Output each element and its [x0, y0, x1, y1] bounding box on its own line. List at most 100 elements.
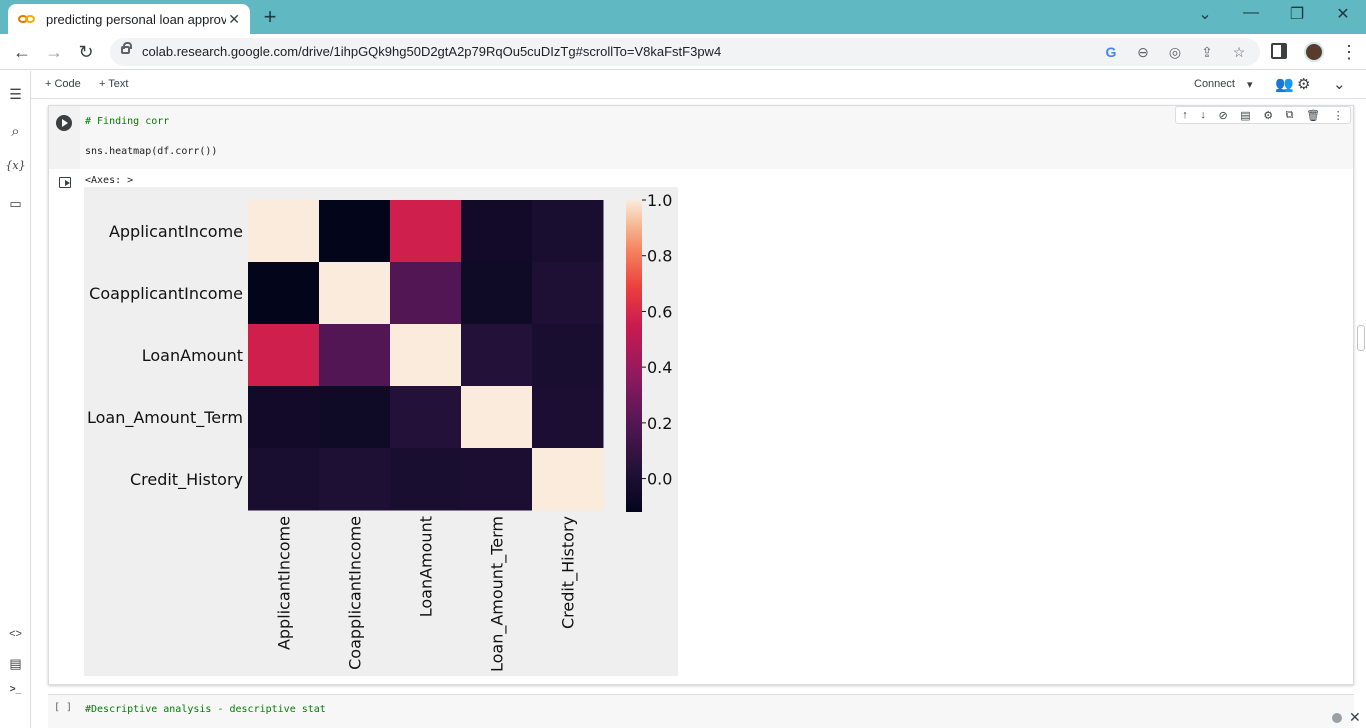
share-people-icon[interactable]: 👥	[1275, 76, 1294, 93]
tracking-eye-icon[interactable]: ◎	[1168, 44, 1182, 60]
heatmap-cell	[248, 262, 320, 325]
code-line-heatmap: sns.heatmap(df.corr())	[85, 146, 218, 157]
google-lens-icon[interactable]: G	[1105, 44, 1117, 60]
heatmap-cell	[461, 200, 533, 263]
colorbar-tick-label: 0.8	[647, 247, 672, 266]
colorbar-tick-label: 1.0	[647, 191, 672, 210]
row-tick-label: ApplicantIncome	[109, 222, 243, 241]
row-tick-label: CoapplicantIncome	[89, 284, 243, 303]
connect-button[interactable]: Connect	[1194, 78, 1235, 90]
link-icon[interactable]: ⊘	[1218, 109, 1228, 122]
comment-icon[interactable]: ▤	[1240, 109, 1251, 122]
delete-icon[interactable]: 🗑	[1306, 109, 1321, 122]
bookmark-star-icon[interactable]: ☆	[1232, 44, 1246, 60]
browser-menu-icon[interactable]: ⋮	[1340, 42, 1358, 62]
run-cell-bracket[interactable]: [ ]	[54, 702, 73, 713]
next-cell-code: #Descriptive analysis - descriptive stat	[85, 704, 326, 715]
files-folder-icon[interactable]: ▭	[9, 196, 22, 211]
terminal-icon[interactable]: >_	[9, 684, 22, 695]
code-editor[interactable]: # Finding corr sns.heatmap(df.corr())	[80, 106, 1353, 169]
minimize-icon[interactable]: —	[1243, 4, 1259, 21]
mirror-cell-icon[interactable]: ⧉	[1285, 108, 1294, 121]
heatmap-cell	[390, 200, 462, 263]
heatmap-cell	[248, 386, 320, 449]
table-of-contents-icon[interactable]: ☰	[9, 86, 22, 102]
lock-icon	[121, 42, 132, 54]
url-text[interactable]: colab.research.google.com/drive/1ihpGQk9…	[142, 44, 722, 59]
heatmap-cell	[319, 324, 391, 387]
heatmap-cell	[248, 448, 320, 511]
add-code-button[interactable]: + Code	[45, 78, 81, 90]
column-tick-label: Loan_Amount_Term	[488, 516, 508, 672]
heatmap-cell	[390, 448, 462, 511]
heatmap-cell	[319, 386, 391, 449]
row-tick-label: LoanAmount	[142, 346, 243, 365]
collapse-chevron-icon[interactable]: ⌄	[1333, 76, 1346, 93]
back-icon[interactable]: ←	[13, 42, 31, 62]
settings-gear-icon[interactable]: ⚙	[1297, 76, 1311, 93]
close-window-icon[interactable]: ✕	[1336, 6, 1350, 23]
cell-gutter	[49, 106, 80, 169]
zoom-icon[interactable]: ⊖	[1137, 44, 1149, 60]
heatmap-cell	[461, 324, 533, 387]
column-tick-label: LoanAmount	[417, 516, 436, 617]
run-cell-button[interactable]	[56, 115, 72, 131]
forward-icon[interactable]: →	[45, 42, 63, 62]
move-up-icon[interactable]: ↑	[1182, 109, 1188, 121]
column-tick-label: CoapplicantIncome	[346, 516, 365, 670]
colab-favicon-icon	[18, 12, 38, 26]
heatmap-figure: ApplicantIncome CoapplicantIncome LoanAmou…	[84, 187, 678, 676]
next-code-cell[interactable]: [ ] #Descriptive analysis - descriptive …	[48, 694, 1354, 728]
heatmap-cell	[390, 386, 462, 449]
scrollbar-thumb[interactable]	[1357, 325, 1365, 351]
notebook-toolbar: + Code + Text Connect ▾ 👥 ⚙ ⌄	[31, 71, 1366, 99]
output-text: <Axes: >	[85, 175, 134, 186]
side-panel-icon[interactable]	[1271, 43, 1287, 59]
output-actions-icon[interactable]	[59, 177, 71, 188]
move-down-icon[interactable]: ↓	[1200, 109, 1206, 121]
reload-icon[interactable]: ↻	[78, 42, 94, 62]
profile-avatar[interactable]	[1304, 42, 1324, 62]
colorbar-tick-label: 0.2	[647, 414, 672, 433]
status-close-icon[interactable]: ✕	[1349, 709, 1361, 725]
more-options-icon[interactable]: ⋮	[1332, 109, 1344, 122]
code-line-comment: # Finding corr	[85, 116, 170, 127]
new-tab-button[interactable]: +	[263, 4, 277, 29]
heatmap-cell	[390, 262, 462, 325]
heatmap-cell	[461, 448, 533, 511]
browser-titlebar: predicting personal loan approva ✕ + ⌄ —…	[0, 0, 1366, 34]
colorbar	[626, 200, 642, 512]
heatmap-cell	[248, 324, 320, 387]
row-tick-label: Loan_Amount_Term	[87, 408, 243, 428]
heatmap-cell	[532, 386, 604, 449]
add-text-button[interactable]: + Text	[99, 78, 129, 90]
colorbar-tick-label: 0.6	[647, 302, 672, 321]
address-bar[interactable]: colab.research.google.com/drive/1ihpGQk9…	[110, 38, 1260, 66]
tab-search-icon[interactable]: ⌄	[1198, 6, 1212, 23]
restore-icon[interactable]: ❐	[1289, 6, 1305, 23]
share-icon[interactable]: ⇪	[1201, 44, 1213, 60]
heatmap-cell	[532, 200, 604, 263]
column-tick-label: Credit_History	[559, 516, 579, 629]
cell-toolbar: ↑ ↓ ⊘ ▤ ⚙ ⧉ 🗑 ⋮	[1175, 106, 1351, 124]
heatmap-cell	[532, 448, 604, 511]
variables-icon[interactable]: {x}	[5, 159, 26, 172]
heatmap-cell	[532, 324, 604, 387]
column-tick-label: ApplicantIncome	[275, 516, 294, 650]
heatmap-cell	[319, 262, 391, 325]
code-snippets-icon[interactable]: <>	[9, 628, 22, 640]
row-tick-label: Credit_History	[130, 470, 243, 490]
browser-toolbar: ← → ↻ colab.research.google.com/drive/1i…	[0, 34, 1366, 70]
heatmap-cell	[532, 262, 604, 325]
heatmap-cell	[390, 324, 462, 387]
colab-left-rail: ☰ ⌕ {x} ▭ <> ▤ >_	[0, 71, 31, 728]
status-indicator-icon	[1332, 713, 1342, 723]
tab-title: predicting personal loan approva	[46, 11, 226, 27]
heatmap-cell	[461, 262, 533, 325]
command-palette-icon[interactable]: ▤	[9, 656, 22, 671]
browser-tab[interactable]: predicting personal loan approva ✕	[8, 4, 250, 34]
cell-settings-icon[interactable]: ⚙	[1263, 109, 1274, 122]
tab-close-icon[interactable]: ✕	[228, 10, 240, 27]
connect-dropdown-icon[interactable]: ▾	[1247, 79, 1253, 91]
search-icon[interactable]: ⌕	[11, 123, 20, 140]
